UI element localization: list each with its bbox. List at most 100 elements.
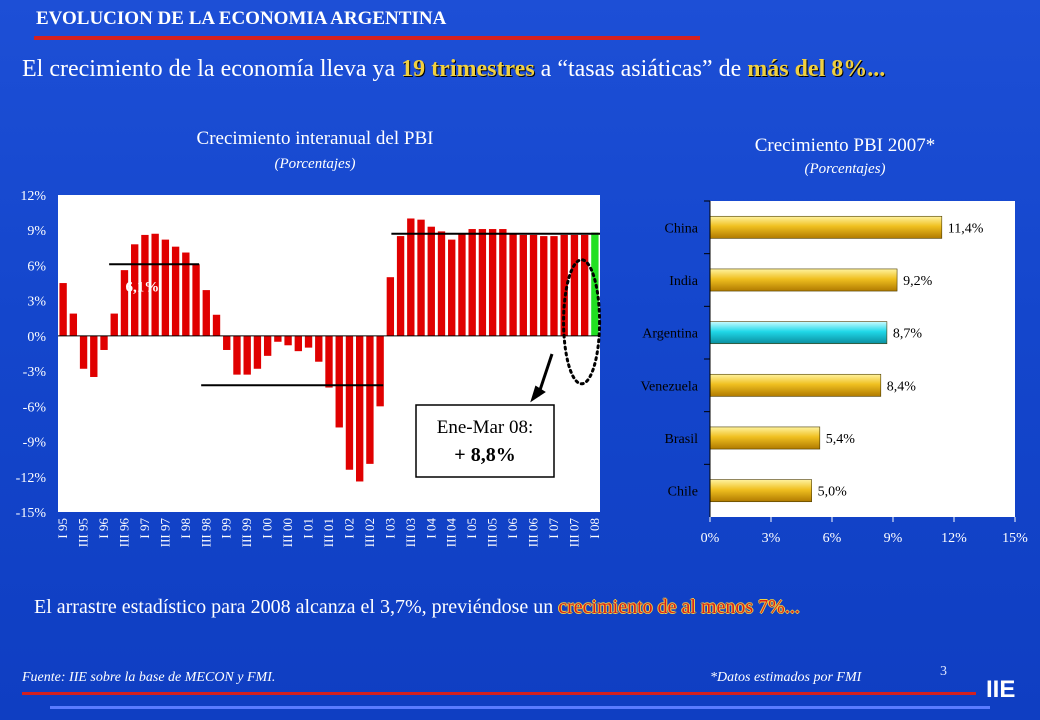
x-tick-label: I 05 bbox=[464, 518, 479, 539]
hbar-india bbox=[709, 268, 898, 292]
footer-rule bbox=[22, 692, 976, 695]
highlight-ellipse bbox=[562, 258, 602, 386]
bar-i-08 bbox=[591, 232, 599, 336]
headline: El crecimiento de la economía lleva ya 1… bbox=[22, 56, 885, 83]
y-tick-label: -6% bbox=[23, 400, 47, 415]
left-chart-subtitle: (Porcentajes) bbox=[274, 156, 356, 172]
bar-i-06 bbox=[509, 233, 517, 336]
bar-iv-06 bbox=[540, 236, 548, 336]
bar-iv-95 bbox=[90, 335, 98, 377]
bottom-text-highlight: crecimiento de al menos 7%... bbox=[558, 596, 800, 618]
bar-i-02 bbox=[345, 335, 354, 470]
x-tick-label: I 04 bbox=[423, 518, 438, 539]
bar-ii-00 bbox=[274, 335, 282, 342]
bar-iii-00 bbox=[284, 335, 292, 346]
x-tick-label: III 00 bbox=[280, 518, 295, 547]
x-tick-label: I 98 bbox=[178, 518, 193, 539]
left-chart-title: Crecimiento interanual del PBI bbox=[196, 128, 434, 149]
headline-highlight-trimestres: 19 trimestres bbox=[401, 56, 535, 82]
hbar-argentina bbox=[709, 321, 888, 345]
bar-i-00 bbox=[263, 335, 272, 356]
right-hbar-chart: 11,4% China 9,2% India 8,7% Argentina 8,4% Vene… bbox=[640, 200, 1028, 546]
bar-ii-02 bbox=[355, 335, 364, 482]
left-bar-chart: -15% -12% -9% -6% -3% 0% 3% 6% 9% 12% I 95 III 95 I… bbox=[16, 189, 602, 548]
headline-part3: a “tasas asiáticas” de bbox=[534, 56, 748, 82]
bar-iv-96 bbox=[131, 244, 139, 336]
right-plot-area bbox=[710, 201, 1015, 517]
x-tick-label: III 97 bbox=[157, 518, 172, 548]
x-tick-label: 15% bbox=[1002, 531, 1028, 546]
x-tick-label: III 03 bbox=[403, 518, 418, 547]
y-tick-label: 12% bbox=[20, 189, 46, 204]
x-tick-label: I 00 bbox=[260, 518, 275, 539]
y-tick-label: 3% bbox=[27, 295, 46, 310]
avg-label-1995-98: 6,1% bbox=[125, 279, 159, 295]
bar-iv-98 bbox=[212, 314, 221, 336]
bar-iii-99 bbox=[243, 335, 251, 375]
x-tick-label: I 95 bbox=[55, 518, 70, 539]
bar-i-05 bbox=[468, 229, 476, 336]
y-tick-label: 9% bbox=[27, 224, 46, 239]
q1-2008-box bbox=[415, 404, 555, 478]
bottom-text: El arrastre estadístico para 2008 alcanz… bbox=[34, 596, 800, 619]
footer-rule-blue bbox=[50, 706, 990, 709]
bar-iv-02 bbox=[376, 335, 384, 407]
x-tick-label: III 05 bbox=[485, 518, 500, 547]
hbar-category-label: India bbox=[669, 274, 699, 289]
bar-iii-97 bbox=[161, 239, 170, 336]
bar-iii-02 bbox=[366, 335, 374, 464]
bottom-text-part1: El arrastre estadístico para 2008 alcanz… bbox=[34, 596, 559, 618]
bar-ii-99 bbox=[233, 335, 241, 375]
bar-i-97 bbox=[141, 234, 149, 336]
hbar-category-label: China bbox=[665, 221, 699, 236]
right-chart-subtitle: (Porcentajes) bbox=[804, 161, 886, 177]
bar-i-07 bbox=[550, 236, 558, 336]
x-tick-label: 3% bbox=[762, 531, 781, 546]
bar-ii-98 bbox=[192, 264, 200, 336]
source-note: Fuente: IIE sobre la base de MECON y FMI… bbox=[22, 670, 276, 685]
q1-2008-box-line2: + 8,8% bbox=[454, 444, 515, 466]
estimate-note: *Datos estimados por FMI bbox=[710, 670, 862, 685]
bar-ii-03 bbox=[396, 236, 405, 336]
x-tick-label: III 98 bbox=[198, 518, 213, 547]
bar-i-01 bbox=[304, 335, 313, 348]
bar-ii-96 bbox=[110, 313, 118, 336]
bar-ii-05 bbox=[478, 229, 487, 336]
x-tick-label: I 07 bbox=[546, 518, 561, 539]
hbar-category-label: Venezuela bbox=[640, 379, 698, 394]
y-tick-label: 6% bbox=[27, 259, 46, 274]
bar-iv-00 bbox=[294, 335, 303, 352]
hbar-value-label: 5,0% bbox=[818, 485, 848, 500]
bar-iv-07 bbox=[580, 234, 589, 336]
bar-iii-03 bbox=[407, 218, 415, 336]
x-tick-label: I 02 bbox=[341, 518, 356, 539]
page-number: 3 bbox=[940, 664, 947, 679]
bar-ii-07 bbox=[560, 234, 568, 336]
bar-iii-06 bbox=[529, 234, 538, 336]
hbar-category-label: Chile bbox=[668, 485, 698, 500]
hbar-value-label: 8,4% bbox=[887, 379, 917, 394]
header-title: EVOLUCION DE LA ECONOMIA ARGENTINA bbox=[36, 8, 447, 29]
bar-iv-99 bbox=[253, 335, 262, 369]
bar-ii-95 bbox=[69, 313, 78, 336]
avg-label-2003-08: 8,7% bbox=[472, 207, 508, 224]
hbar-value-label: 9,2% bbox=[903, 274, 933, 289]
y-tick-label: 0% bbox=[27, 330, 46, 345]
y-tick-label: -15% bbox=[16, 506, 47, 521]
hbar-china bbox=[709, 215, 943, 239]
headline-part1: El crecimiento de la economía lleva ya bbox=[22, 56, 402, 82]
bar-iv-97 bbox=[171, 246, 180, 336]
bar-iv-04 bbox=[458, 233, 466, 336]
bar-i-03 bbox=[386, 277, 395, 336]
bar-ii-04 bbox=[437, 231, 446, 336]
bar-iv-05 bbox=[499, 229, 507, 336]
bar-i-96 bbox=[100, 335, 108, 350]
bar-iii-95 bbox=[79, 335, 88, 369]
bar-iii-04 bbox=[448, 239, 456, 336]
hbar-category-label: Argentina bbox=[642, 327, 699, 342]
hbar-value-label: 5,4% bbox=[826, 432, 856, 447]
x-tick-label: I 03 bbox=[382, 518, 397, 539]
x-tick-label: III 04 bbox=[444, 518, 459, 548]
iie-logo: IIE bbox=[986, 676, 1016, 703]
x-tick-label: 9% bbox=[884, 531, 903, 546]
